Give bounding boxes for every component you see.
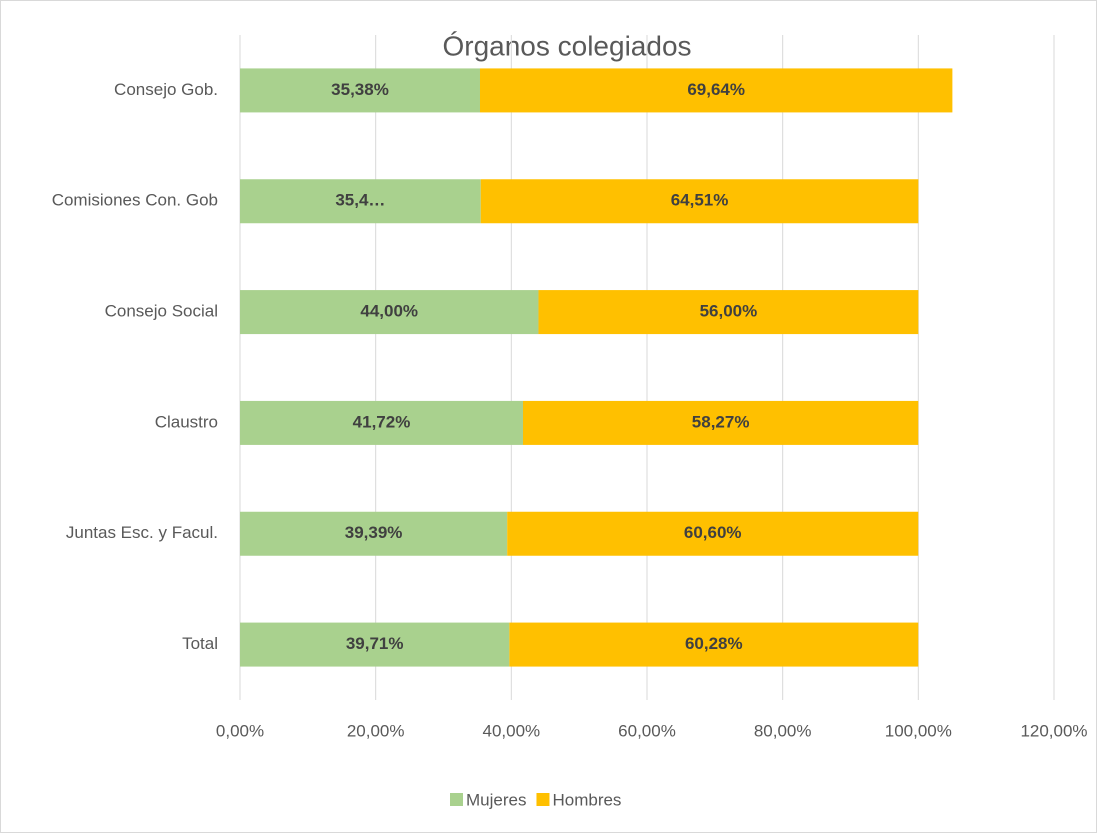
legend-swatch (536, 793, 550, 806)
bar-segment (538, 290, 919, 335)
data-label: 44,00% (360, 302, 418, 321)
y-tick-label: Consejo Social (105, 302, 218, 321)
data-label: 41,72% (353, 412, 411, 431)
bar-segment (240, 622, 510, 667)
y-tick-label: Comisiones Con. Gob (52, 191, 218, 210)
data-label: 64,51% (671, 191, 729, 210)
data-label: 39,71% (346, 634, 404, 653)
data-label: 60,60% (684, 523, 742, 542)
bar-segment (240, 511, 508, 556)
data-label: 35,4… (335, 191, 385, 210)
bar-segment (480, 179, 919, 224)
chart-title: Órganos colegiados (442, 30, 691, 61)
y-tick-label: Total (182, 634, 218, 653)
legend-label: Mujeres (466, 790, 526, 809)
data-label: 56,00% (700, 302, 758, 321)
x-tick-label: 120,00% (1020, 721, 1087, 740)
x-tick-label: 60,00% (618, 721, 676, 740)
bar-segment (240, 68, 480, 113)
data-label: 58,27% (692, 412, 750, 431)
bar-segment (507, 511, 919, 556)
legend-label: Hombres (552, 790, 621, 809)
x-tick-label: 40,00% (482, 721, 540, 740)
data-label: 69,64% (687, 80, 745, 99)
x-tick-label: 0,00% (216, 721, 264, 740)
data-label: 39,39% (345, 523, 403, 542)
y-tick-label: Juntas Esc. y Facul. (66, 523, 218, 542)
data-label: 35,38% (331, 80, 389, 99)
x-tick-label: 80,00% (754, 721, 812, 740)
bar-segment (240, 400, 524, 445)
y-tick-label: Claustro (155, 412, 218, 431)
y-tick-label: Consejo Gob. (114, 80, 218, 99)
bar-segment (240, 179, 481, 224)
bar-segment (479, 68, 953, 113)
legend-swatch (450, 793, 463, 806)
bar-segment (509, 622, 919, 667)
x-tick-label: 100,00% (885, 721, 952, 740)
bar-segment (240, 290, 539, 335)
x-tick-label: 20,00% (347, 721, 405, 740)
data-label: 60,28% (685, 634, 743, 653)
bar-segment (523, 400, 919, 445)
